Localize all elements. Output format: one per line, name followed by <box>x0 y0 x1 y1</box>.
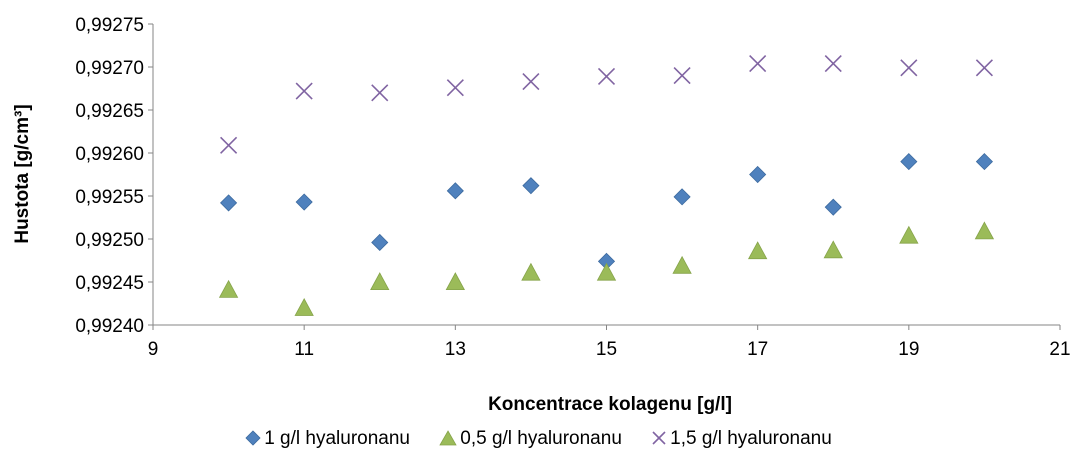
x-marker-icon <box>652 431 666 445</box>
y-tick-label: 0,99245 <box>75 273 144 294</box>
y-tick-label: 0,99270 <box>75 58 144 79</box>
data-point-x <box>975 59 993 77</box>
series-2 <box>218 221 995 316</box>
x-tick-label: 9 <box>148 339 159 360</box>
legend-label-series-1: 1 g/l hyaluronanu <box>264 428 410 449</box>
data-point-diamond <box>824 198 842 216</box>
data-point-triangle <box>974 221 995 240</box>
x-tick-label: 19 <box>898 339 919 360</box>
y-tick-label: 0,99240 <box>75 316 144 337</box>
y-tick-label: 0,99265 <box>75 101 144 122</box>
legend-label-series-2: 0,5 g/l hyaluronanu <box>460 428 622 449</box>
data-point-x <box>824 54 842 73</box>
data-point-x <box>597 67 616 86</box>
data-points <box>218 54 995 316</box>
y-tick-label: 0,99250 <box>75 230 144 251</box>
data-point-x <box>900 59 918 77</box>
data-point-diamond <box>446 182 464 200</box>
data-point-x <box>522 73 540 91</box>
data-point-triangle <box>672 255 692 274</box>
x-tick-label: 11 <box>294 339 314 360</box>
series-1 <box>220 153 993 270</box>
x-tick-label: 15 <box>596 339 617 360</box>
series-3 <box>220 54 993 154</box>
data-point-triangle <box>823 240 843 259</box>
y-tick-label: 0,99255 <box>75 187 144 208</box>
data-point-triangle <box>521 262 541 281</box>
data-point-x <box>749 54 767 73</box>
data-point-triangle <box>596 262 617 281</box>
data-point-diamond <box>749 165 767 184</box>
data-point-x <box>673 67 691 85</box>
data-point-x <box>220 136 238 154</box>
data-point-diamond <box>673 188 691 206</box>
x-tick-label: 17 <box>747 339 768 360</box>
y-axis-title: Hustota [g/cm³] <box>12 104 33 243</box>
data-point-diamond <box>522 177 540 195</box>
legend: 1 g/l hyaluronanu 0,5 g/l hyaluronanu 1,… <box>0 428 1077 450</box>
data-point-x <box>371 84 389 102</box>
triangle-marker-icon <box>439 430 457 446</box>
data-point-diamond <box>975 153 993 171</box>
data-point-triangle <box>218 279 239 298</box>
legend-label-series-3: 1,5 g/l hyaluronanu <box>670 428 832 449</box>
x-axis-title: Koncentrace kolagenu [g/l] <box>488 394 732 415</box>
x-tick-label: 13 <box>445 339 466 360</box>
legend-item-series-2: 0,5 g/l hyaluronanu <box>439 428 622 450</box>
data-point-diamond <box>220 194 238 212</box>
data-point-triangle <box>370 272 390 291</box>
x-tick-label: 21 <box>1049 339 1070 360</box>
data-point-x <box>295 82 313 100</box>
data-point-triangle <box>899 225 919 244</box>
data-point-diamond <box>295 193 313 211</box>
data-point-triangle <box>294 297 314 316</box>
diamond-marker-icon <box>245 430 261 446</box>
data-point-triangle <box>747 241 768 260</box>
data-point-diamond <box>371 233 389 252</box>
scatter-chart: 0,99240 0,99245 0,99250 0,99255 0,99260 0,992… <box>12 15 1071 415</box>
legend-item-series-3: 1,5 g/l hyaluronanu <box>651 428 832 450</box>
legend-item-series-1: 1 g/l hyaluronanu <box>245 428 410 450</box>
data-point-x <box>446 79 464 97</box>
axes <box>148 23 1061 330</box>
data-point-diamond <box>900 153 918 171</box>
tick-labels: 0,99240 0,99245 0,99250 0,99255 0,99260 0,992… <box>75 15 1070 360</box>
data-point-triangle <box>445 272 466 291</box>
y-tick-label: 0,99275 <box>75 15 144 36</box>
y-tick-label: 0,99260 <box>75 144 144 165</box>
